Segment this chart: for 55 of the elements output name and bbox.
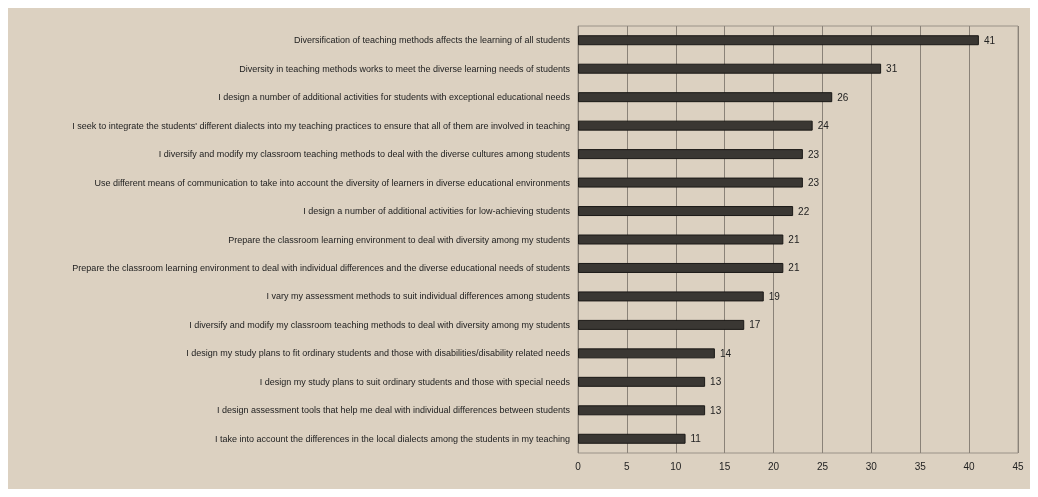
data-label: 11	[690, 433, 702, 445]
y-tick-label: Prepare the classroom learning environment to deal with diversity among my students	[228, 234, 571, 245]
y-tick-label: I design a number of additional activities for students with exceptional educational needs	[218, 92, 571, 103]
y-tick-label: I vary my assessment methods to suit individual differences among students	[266, 291, 571, 302]
bar	[578, 433, 686, 444]
data-label: 23	[807, 177, 820, 189]
data-label: 23	[807, 148, 820, 160]
data-label: 41	[983, 34, 996, 46]
x-tick-label: 45	[1012, 460, 1024, 472]
y-tick-label: Prepare the classroom learning environment to deal with individual differences and the diverse educational needs of students	[72, 262, 571, 273]
data-label: 14	[719, 347, 732, 359]
data-label: 13	[710, 404, 722, 416]
x-tick-label: 10	[670, 460, 682, 472]
x-tick-label: 25	[816, 460, 829, 472]
y-tick-label: I diversify and modify my classroom teaching methods to deal with diversity among my students	[189, 319, 571, 330]
bar	[578, 92, 833, 103]
y-tick-label: I design my study plans to suit ordinary students and those with special needs	[259, 376, 571, 387]
data-label: 19	[768, 290, 781, 302]
data-label: 13	[710, 376, 722, 388]
bar	[578, 262, 784, 273]
y-tick-label: Diversification of teaching methods affects the learning of all students	[294, 35, 571, 46]
x-tick-label: 20	[767, 460, 780, 472]
bar	[578, 63, 882, 74]
y-tick-label: I diversify and modify my classroom teaching methods to deal with the diverse cultures among students	[158, 149, 571, 160]
x-tick-label: 40	[963, 460, 976, 472]
bar	[578, 376, 706, 387]
data-label: 21	[788, 262, 800, 274]
y-tick-label: I design a number of additional activities for low-achieving students	[303, 206, 571, 217]
y-tick-label: I design assessment tools that help me deal with individual differences between students	[216, 405, 571, 416]
bar	[578, 35, 979, 46]
data-label: 17	[749, 319, 761, 331]
bar	[578, 206, 794, 217]
data-label: 22	[798, 205, 810, 217]
bar	[578, 234, 784, 245]
data-label: 24	[817, 120, 830, 132]
x-tick-label: 35	[914, 460, 927, 472]
y-tick-label: I take into account the differences in the local dialects among the students in my teaching	[214, 433, 570, 444]
x-tick-label: 30	[865, 460, 878, 472]
y-tick-label: I seek to integrate the students' different dialects into my teaching practices to ensure that all of them are involved in teaching	[72, 120, 570, 131]
y-tick-label: I design my study plans to fit ordinary students and those with disabilities/disability related needs	[186, 348, 571, 359]
data-label: 31	[886, 63, 898, 75]
y-tick-label: Use different means of communication to take into account the diversity of learners in diverse educational environments	[94, 177, 571, 188]
bar	[578, 291, 764, 302]
x-tick-label: 0	[575, 460, 582, 472]
x-tick-label: 15	[719, 460, 731, 472]
bar	[578, 177, 803, 188]
data-label: 26	[837, 91, 849, 103]
bar	[578, 120, 813, 131]
bar	[578, 319, 745, 330]
bar	[578, 348, 715, 359]
bar	[578, 149, 803, 160]
bar	[578, 405, 706, 416]
y-tick-label: Diversity in teaching methods works to meet the diverse learning needs of students	[239, 63, 571, 74]
data-label: 21	[788, 234, 800, 245]
x-tick-label: 5	[624, 460, 631, 472]
